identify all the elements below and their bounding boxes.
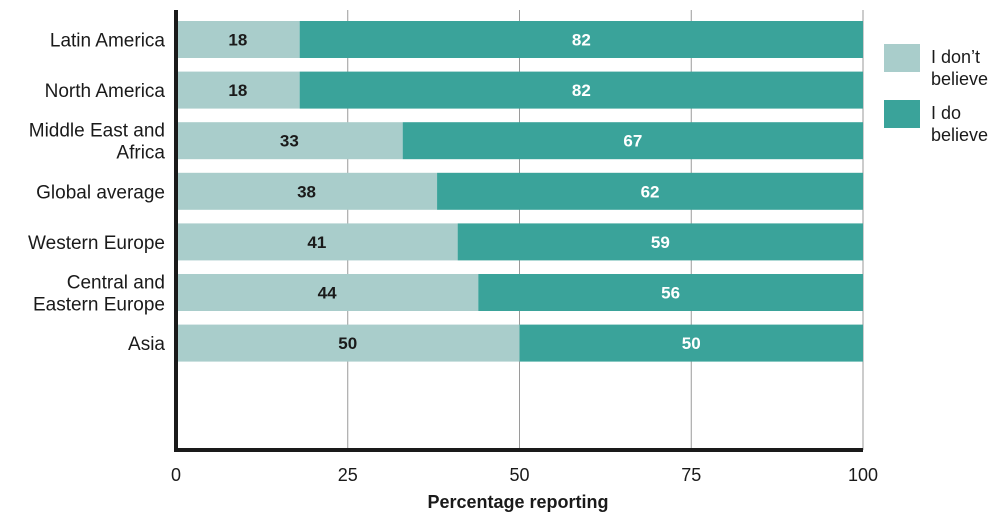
legend-label: I don’t believe	[931, 47, 988, 89]
legend-swatch	[884, 100, 920, 128]
data-label: 62	[641, 182, 660, 201]
data-label: 41	[307, 233, 326, 252]
bar-north-america-series-1	[299, 71, 863, 109]
data-label: 18	[228, 81, 247, 100]
category-label: Latin America	[50, 31, 166, 52]
x-tick-label: 100	[848, 465, 878, 485]
bar-middle-east-and-africa-series-1	[402, 122, 863, 160]
x-axis-title: Percentage reporting	[427, 492, 608, 512]
bar-central-and-eastern-europe-series-0	[176, 274, 479, 311]
bar-central-and-eastern-europe-series-1	[478, 274, 863, 311]
bar-global-average-series-0	[176, 172, 438, 210]
data-label: 38	[297, 182, 316, 201]
bar-middle-east-and-africa-series-0	[176, 122, 403, 160]
axes: 0 25 50 75 100	[171, 10, 878, 485]
legend: I don’t believe I do believe	[884, 44, 988, 145]
bar-western-europe-series-1	[457, 223, 863, 261]
category-label: Middle East and Africa	[29, 121, 166, 164]
data-label: 18	[228, 31, 247, 50]
bar-asia-series-0	[176, 324, 520, 362]
x-tick-label: 75	[681, 465, 701, 485]
category-label: Central and Eastern Europe	[33, 273, 165, 316]
bar-asia-series-1	[519, 324, 863, 362]
category-label: North America	[45, 81, 166, 102]
bar-latin-america-series-1	[299, 21, 863, 58]
bars	[176, 21, 863, 362]
legend-swatch	[884, 44, 920, 72]
data-label: 82	[572, 81, 591, 100]
data-label: 33	[280, 132, 299, 151]
data-label: 44	[318, 284, 337, 303]
x-tick-label: 0	[171, 465, 181, 485]
category-label: Western Europe	[28, 233, 165, 254]
labels: 18 82 Latin America 18 82 North America 33 67 Mi…	[28, 31, 701, 356]
category-label: Global average	[36, 182, 165, 203]
data-label: 56	[661, 284, 680, 303]
x-tick-label: 50	[509, 465, 529, 485]
bar-latin-america-series-0	[176, 21, 300, 58]
data-label: 67	[623, 132, 642, 151]
x-tick-label: 25	[338, 465, 358, 485]
data-label: 82	[572, 31, 591, 50]
data-label: 50	[338, 334, 357, 353]
legend-label: I do believe	[931, 103, 988, 145]
bar-global-average-series-1	[437, 172, 863, 210]
bar-western-europe-series-0	[176, 223, 458, 261]
category-label: Asia	[128, 334, 165, 355]
data-label: 50	[682, 334, 701, 353]
data-label: 59	[651, 233, 670, 252]
bar-north-america-series-0	[176, 71, 300, 109]
